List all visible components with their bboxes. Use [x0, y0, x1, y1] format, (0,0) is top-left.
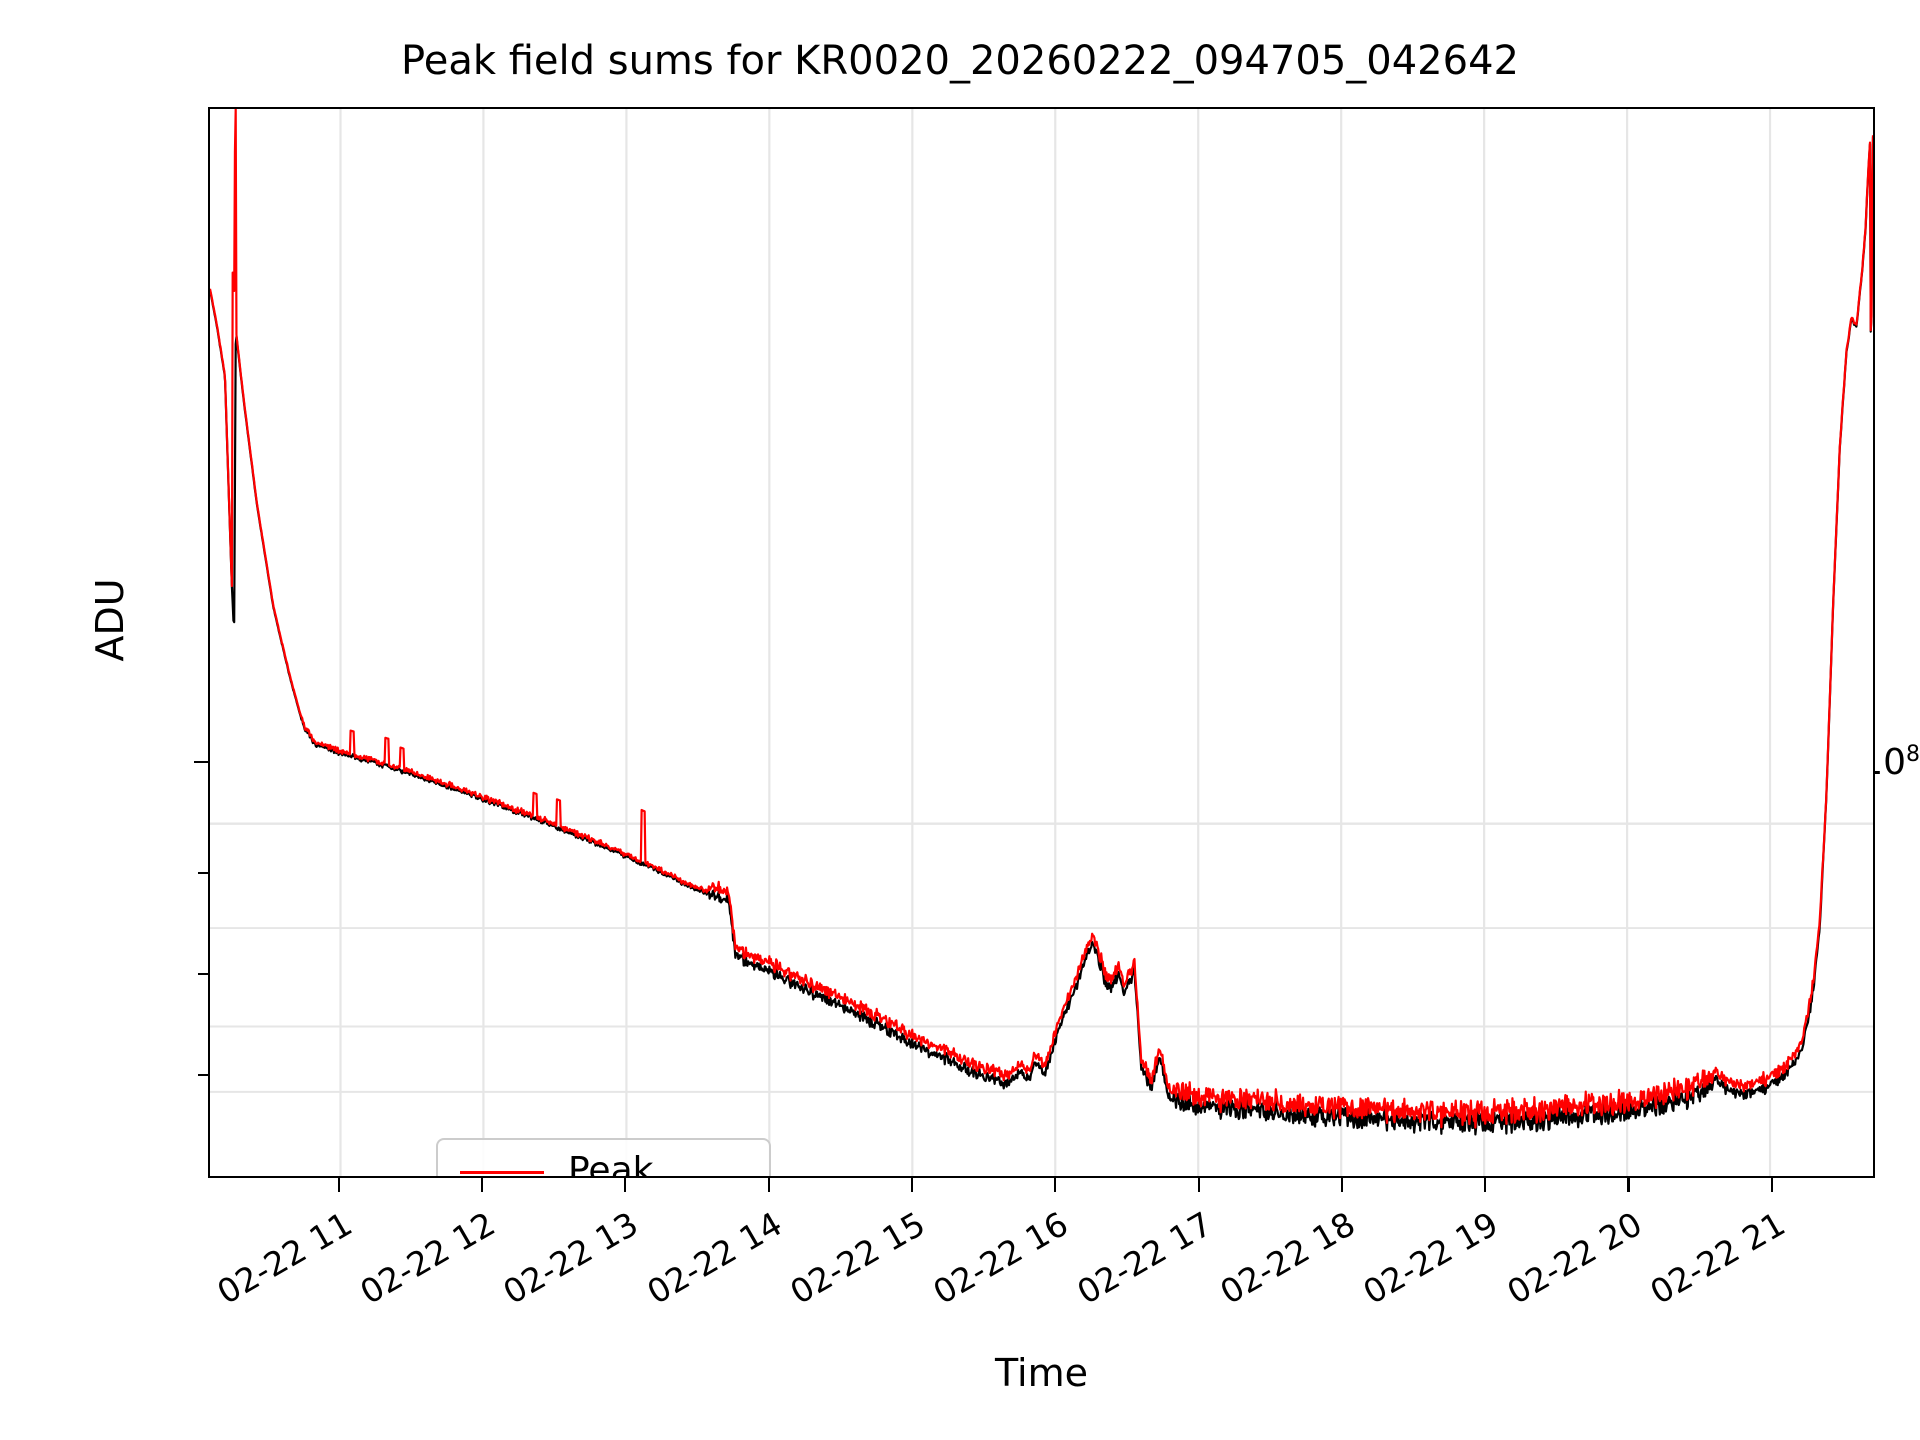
x-tickmark: [624, 1178, 627, 1192]
y-tickmark-minor: [198, 872, 208, 875]
legend-item-peak[interactable]: Peak: [438, 1144, 769, 1178]
y-axis-label: ADU: [88, 578, 132, 662]
x-tickmark: [1054, 1178, 1057, 1192]
x-tickmark: [337, 1178, 340, 1192]
x-tickmark: [910, 1178, 914, 1192]
gridlines: [210, 109, 1873, 1176]
plot-canvas: [210, 109, 1873, 1176]
legend-swatch-peak: [460, 1171, 544, 1174]
x-tickmark: [767, 1178, 770, 1192]
series-line-average: [210, 136, 1873, 1136]
series-line-peak: [210, 109, 1873, 1129]
y-tickmark-major: [194, 761, 208, 764]
chart-legend[interactable]: Peak Average: [436, 1138, 771, 1178]
chart-title: Peak field sums for KR0020_20260222_0947…: [401, 38, 1519, 84]
x-tickmark: [1197, 1178, 1200, 1192]
x-tickmark: [1627, 1178, 1630, 1192]
x-axis-label: Time: [995, 1351, 1088, 1395]
x-tickmark: [1770, 1178, 1773, 1192]
x-tickmark: [1484, 1178, 1487, 1192]
plot-area: Peak Average: [208, 107, 1875, 1178]
legend-label-peak: Peak: [568, 1150, 654, 1178]
y-tickmark-minor: [198, 973, 208, 976]
x-tickmark: [481, 1178, 484, 1192]
x-tickmark: [1340, 1178, 1343, 1192]
y-tickmark-minor: [198, 1074, 208, 1077]
